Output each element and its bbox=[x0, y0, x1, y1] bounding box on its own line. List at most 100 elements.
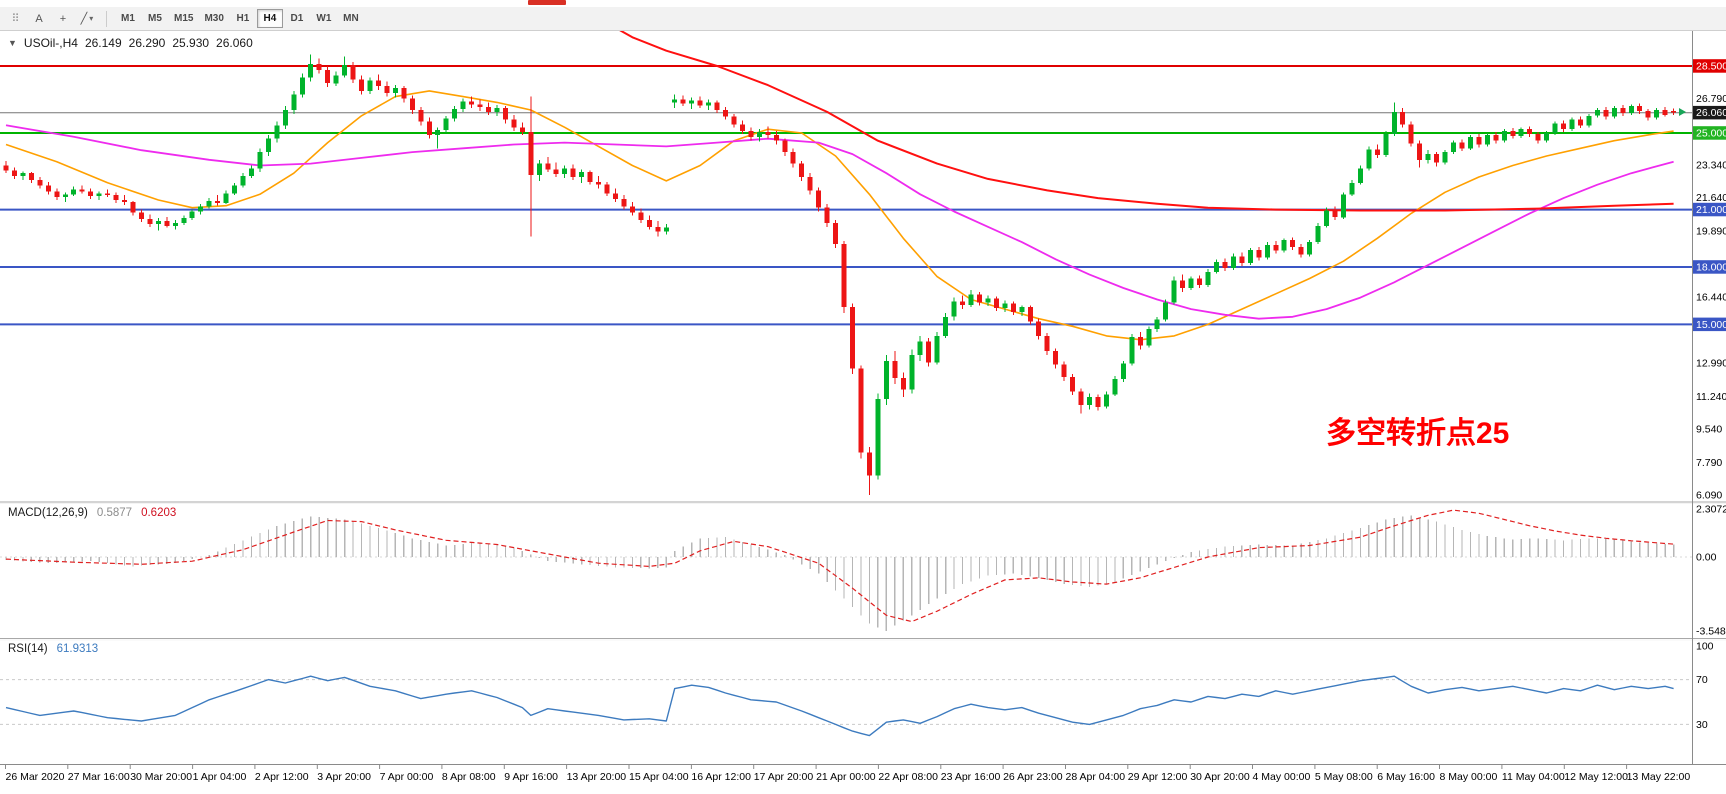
candle-body bbox=[1036, 321, 1042, 336]
rsi-axis-label: 100 bbox=[1696, 641, 1714, 653]
timeframe-button-m15[interactable]: M15 bbox=[169, 9, 198, 28]
candle-body bbox=[1383, 134, 1389, 156]
rsi-pane[interactable] bbox=[0, 675, 1692, 737]
candle-body bbox=[308, 64, 314, 78]
cursor-tool-button[interactable]: A bbox=[28, 9, 50, 29]
candle-body bbox=[469, 101, 475, 105]
candle-body bbox=[401, 88, 407, 99]
candle-body bbox=[841, 244, 847, 308]
timeframe-button-m5[interactable]: M5 bbox=[142, 9, 168, 28]
ma-orange[interactable] bbox=[5, 90, 1674, 341]
candle-body bbox=[773, 134, 779, 141]
time-label: 1 Apr 04:00 bbox=[193, 771, 247, 783]
price-line-label: 26.060 bbox=[1696, 107, 1726, 119]
candle-body bbox=[1027, 307, 1033, 322]
candle-body bbox=[460, 101, 466, 110]
time-label: 3 Apr 20:00 bbox=[317, 771, 371, 783]
candle-body bbox=[1315, 225, 1321, 243]
candle-body bbox=[359, 79, 364, 91]
candle-body bbox=[1552, 123, 1558, 133]
candle-body bbox=[1561, 123, 1567, 130]
candle-body bbox=[1205, 271, 1211, 286]
candle-body bbox=[579, 172, 585, 177]
timeframe-button-w1[interactable]: W1 bbox=[311, 9, 337, 28]
time-label: 9 Apr 16:00 bbox=[504, 771, 558, 783]
candle-body bbox=[1171, 280, 1177, 303]
candle-body bbox=[1332, 210, 1338, 218]
price-line-label: 21.000 bbox=[1696, 204, 1726, 216]
price-axis-label: 11.240 bbox=[1696, 391, 1726, 403]
candle-body bbox=[1307, 242, 1313, 255]
time-label: 6 May 16:00 bbox=[1377, 771, 1435, 783]
price-line-label-box bbox=[1693, 317, 1726, 332]
candle-body bbox=[1214, 262, 1219, 272]
candle-body bbox=[968, 294, 974, 306]
chart-annotation[interactable]: 多空转折点25 bbox=[1326, 417, 1510, 450]
candle-body bbox=[1408, 124, 1414, 144]
ma-red[interactable] bbox=[599, 18, 1674, 212]
time-label: 4 May 00:00 bbox=[1253, 771, 1311, 783]
candle-body bbox=[1527, 129, 1533, 134]
candle-body bbox=[367, 80, 373, 91]
candle-body bbox=[189, 211, 195, 219]
macd-pane[interactable] bbox=[0, 509, 1692, 631]
candle-body bbox=[528, 132, 534, 176]
time-axis[interactable]: 26 Mar 2020 27 Mar 16:00 30 Mar 20:00 1 Apr… bbox=[5, 764, 1691, 783]
candle-body bbox=[96, 193, 102, 197]
timeframe-button-m30[interactable]: M30 bbox=[199, 9, 228, 28]
price-axis-label: 26.790 bbox=[1696, 93, 1726, 105]
draw-lines-icon: ╱ bbox=[80, 13, 88, 25]
candle-body bbox=[198, 206, 204, 212]
candle-body bbox=[1645, 111, 1651, 118]
candle-body bbox=[951, 301, 957, 317]
timeframe-button-h4[interactable]: H4 bbox=[256, 9, 283, 28]
candle-body bbox=[1298, 246, 1304, 255]
candle-body bbox=[1129, 336, 1135, 364]
time-label: 13 May 22:00 bbox=[1627, 771, 1691, 783]
timeframe-button-d1[interactable]: D1 bbox=[284, 9, 310, 28]
candle-body bbox=[79, 189, 85, 192]
macd-axis-label: -3.5484 bbox=[1696, 625, 1726, 637]
time-label: 26 Mar 2020 bbox=[6, 771, 65, 783]
candle-body bbox=[1467, 136, 1473, 149]
toolbar-separator bbox=[106, 10, 107, 27]
price-axis[interactable]: 26.790 23.340 21.640 19.890 16.440 12.990 11.2… bbox=[1693, 59, 1726, 731]
price-line-label-box bbox=[1693, 59, 1726, 73]
candle-body bbox=[883, 360, 889, 400]
candle-body bbox=[1087, 397, 1092, 405]
timeframe-button-m1[interactable]: M1 bbox=[115, 9, 141, 28]
draw-tools-button[interactable]: ╱ ▾ bbox=[76, 9, 98, 29]
crosshair-tool-button[interactable]: + bbox=[52, 9, 74, 29]
price-axis-label: 7.790 bbox=[1696, 457, 1722, 469]
macd-main-value: 0.5877 bbox=[96, 507, 133, 519]
symbol-header: ▼ USOil-,H4 26.149 26.290 25.930 26.060 bbox=[8, 36, 253, 50]
candle-body bbox=[443, 118, 449, 131]
macd-label: MACD(12,26,9) bbox=[8, 507, 88, 519]
candle-body bbox=[1019, 307, 1025, 312]
candle-body bbox=[926, 341, 932, 363]
timeframe-button-h1[interactable]: H1 bbox=[230, 9, 256, 28]
timeframe-button-mn[interactable]: MN bbox=[338, 9, 364, 28]
candle-body bbox=[1357, 168, 1363, 183]
candle-body bbox=[206, 201, 212, 207]
chart-toolbar: ⠿ A + ╱ ▾ M1 M5 M15 M30 H1 H4 D1 W1 MN bbox=[0, 7, 1726, 31]
price-axis-label: 12.990 bbox=[1696, 357, 1726, 369]
candle-body bbox=[12, 170, 17, 176]
candle-body bbox=[1425, 154, 1431, 160]
candle-body bbox=[1366, 149, 1372, 169]
candle-body bbox=[697, 100, 703, 106]
candle-body bbox=[1603, 110, 1609, 117]
ma-magenta[interactable] bbox=[5, 124, 1674, 320]
macd-axis-label: 0.00 bbox=[1696, 552, 1717, 564]
main-pane[interactable] bbox=[0, 18, 1692, 495]
candle-body bbox=[384, 86, 390, 93]
toolbar-drag-handle[interactable]: ⠿ bbox=[4, 9, 26, 29]
price-line-label-box bbox=[1693, 260, 1726, 274]
candle-body bbox=[1146, 329, 1152, 346]
candle-body bbox=[824, 207, 830, 223]
candle-body bbox=[164, 221, 170, 226]
collapse-chart-icon[interactable]: ▼ bbox=[8, 38, 17, 48]
candle-body bbox=[88, 191, 94, 197]
